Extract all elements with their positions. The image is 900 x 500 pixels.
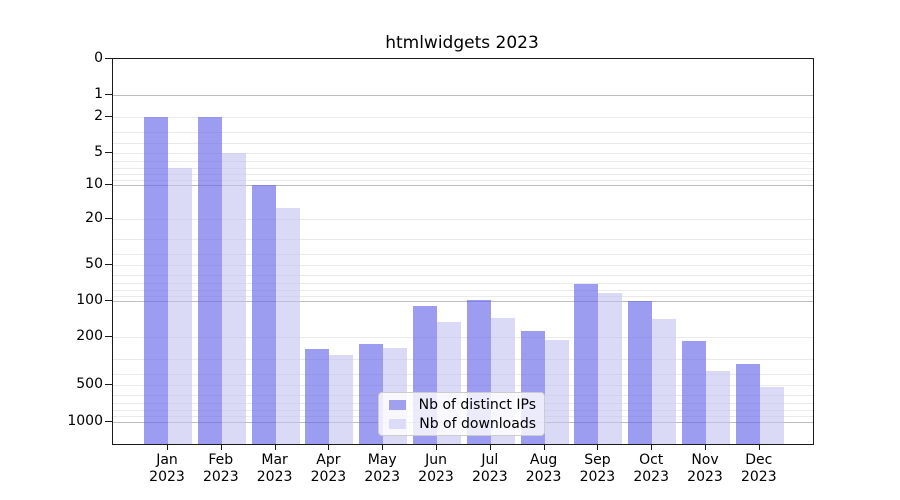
x-tick-label-aug: Aug 2023 <box>525 452 562 485</box>
bar-distinct-ips-nov <box>682 341 706 444</box>
bar-distinct-ips-apr <box>305 349 330 444</box>
bar-downloads-sep <box>598 292 623 444</box>
bar-distinct-ips-dec <box>735 363 760 444</box>
legend-swatch-distinct-ips <box>389 399 406 410</box>
y-tick-label-100: 100 <box>76 292 103 309</box>
y-tick-label-200: 200 <box>76 328 103 345</box>
gridline-y-200 <box>113 337 813 339</box>
gridline-y-100 <box>113 301 813 303</box>
x-tick-label-sep: Sep 2023 <box>579 452 616 485</box>
bar-distinct-ips-mar <box>251 184 276 444</box>
y-tick-mark-10 <box>105 183 112 185</box>
gridline-y-7 <box>113 168 813 170</box>
gridline-y-500 <box>113 385 813 387</box>
y-tick-label-20: 20 <box>85 209 103 226</box>
bar-downloads-oct <box>652 318 677 444</box>
x-tick-mark-mar <box>274 444 276 450</box>
y-tick-mark-5 <box>105 152 112 154</box>
x-tick-label-dec: Dec 2023 <box>740 452 777 485</box>
gridline-y-8 <box>113 174 813 176</box>
gridline-y-4 <box>113 143 813 145</box>
legend-swatch-downloads <box>389 418 407 429</box>
gridline-y-90 <box>113 295 813 297</box>
bar-distinct-ips-oct <box>628 301 653 444</box>
y-tick-mark-50 <box>105 264 112 266</box>
bar-downloads-nov <box>706 371 730 444</box>
chart-title: htmlwidgets 2023 <box>385 33 539 53</box>
x-tick-label-oct: Oct 2023 <box>633 452 669 485</box>
y-tick-mark-2 <box>105 115 112 117</box>
x-tick-label-feb: Feb 2023 <box>202 452 239 485</box>
y-tick-mark-0 <box>105 58 112 59</box>
legend-item-distinct-ips: Nb of distinct IPs <box>387 397 536 413</box>
y-tick-label-2: 2 <box>94 107 103 124</box>
x-tick-mark-dec <box>758 444 760 450</box>
x-tick-mark-apr <box>328 444 330 450</box>
y-tick-mark-1 <box>105 94 112 96</box>
y-tick-mark-200 <box>105 336 112 338</box>
y-tick-label-500: 500 <box>76 376 103 393</box>
bar-distinct-ips-jan <box>144 116 168 444</box>
x-tick-label-jul: Jul 2023 <box>471 452 508 485</box>
x-tick-label-may: May 2023 <box>364 452 400 485</box>
gridline-y-5 <box>113 153 813 155</box>
bar-downloads-apr <box>329 355 354 444</box>
x-tick-mark-oct <box>651 444 653 450</box>
bar-distinct-ips-sep <box>574 284 599 444</box>
y-tick-mark-20 <box>105 217 112 219</box>
x-tick-mark-sep <box>597 444 599 450</box>
bar-distinct-ips-feb <box>197 116 222 444</box>
bar-downloads-jan <box>168 168 192 444</box>
gridline-y-6 <box>113 161 813 163</box>
gridline-y-30 <box>113 239 813 241</box>
x-tick-mark-nov <box>705 444 706 450</box>
gridline-y-40 <box>113 253 813 255</box>
legend: Nb of distinct IPs Nb of downloads <box>378 392 545 436</box>
legend-label-distinct-ips: Nb of distinct IPs <box>418 396 536 413</box>
gridline-y-9 <box>113 179 813 181</box>
gridline-y-50 <box>113 265 813 267</box>
x-tick-mark-feb <box>220 444 222 450</box>
y-tick-label-10: 10 <box>85 175 103 192</box>
gridline-y-3 <box>113 131 813 133</box>
x-tick-label-nov: Nov 2023 <box>687 452 723 485</box>
y-tick-mark-500 <box>105 384 112 386</box>
bar-downloads-dec <box>759 387 784 444</box>
bar-downloads-mar <box>275 207 300 444</box>
bar-downloads-aug <box>544 340 569 444</box>
x-tick-label-jun: Jun 2023 <box>418 452 454 485</box>
x-tick-label-mar: Mar 2023 <box>256 452 293 485</box>
x-tick-mark-may <box>382 444 384 450</box>
y-tick-mark-100 <box>105 300 112 302</box>
x-tick-mark-jul <box>489 444 491 450</box>
gridline-y-20 <box>113 218 813 220</box>
plot-area <box>112 58 814 445</box>
gridline-y-10 <box>113 184 813 186</box>
y-tick-label-0: 0 <box>94 50 103 66</box>
bar-downloads-feb <box>221 153 246 444</box>
gridline-y-300 <box>113 358 813 360</box>
gridline-y-2 <box>113 116 813 118</box>
gridline-y-400 <box>113 373 813 375</box>
gridline-y-70 <box>113 282 813 284</box>
legend-item-downloads: Nb of downloads <box>387 416 536 432</box>
y-tick-label-5: 5 <box>94 144 103 161</box>
gridline-y-60 <box>113 274 813 276</box>
x-tick-label-jan: Jan 2023 <box>149 452 185 485</box>
y-tick-label-1: 1 <box>94 86 103 103</box>
x-tick-label-apr: Apr 2023 <box>310 452 347 485</box>
x-tick-mark-jun <box>436 444 437 450</box>
x-tick-mark-aug <box>543 444 545 450</box>
gridline-y-1 <box>113 95 813 97</box>
y-tick-label-50: 50 <box>85 256 103 273</box>
y-tick-label-1000: 1000 <box>67 412 103 429</box>
legend-label-downloads: Nb of downloads <box>419 415 536 432</box>
x-tick-mark-jan <box>167 444 168 450</box>
gridline-y-80 <box>113 289 813 291</box>
y-tick-mark-1000 <box>105 420 112 422</box>
